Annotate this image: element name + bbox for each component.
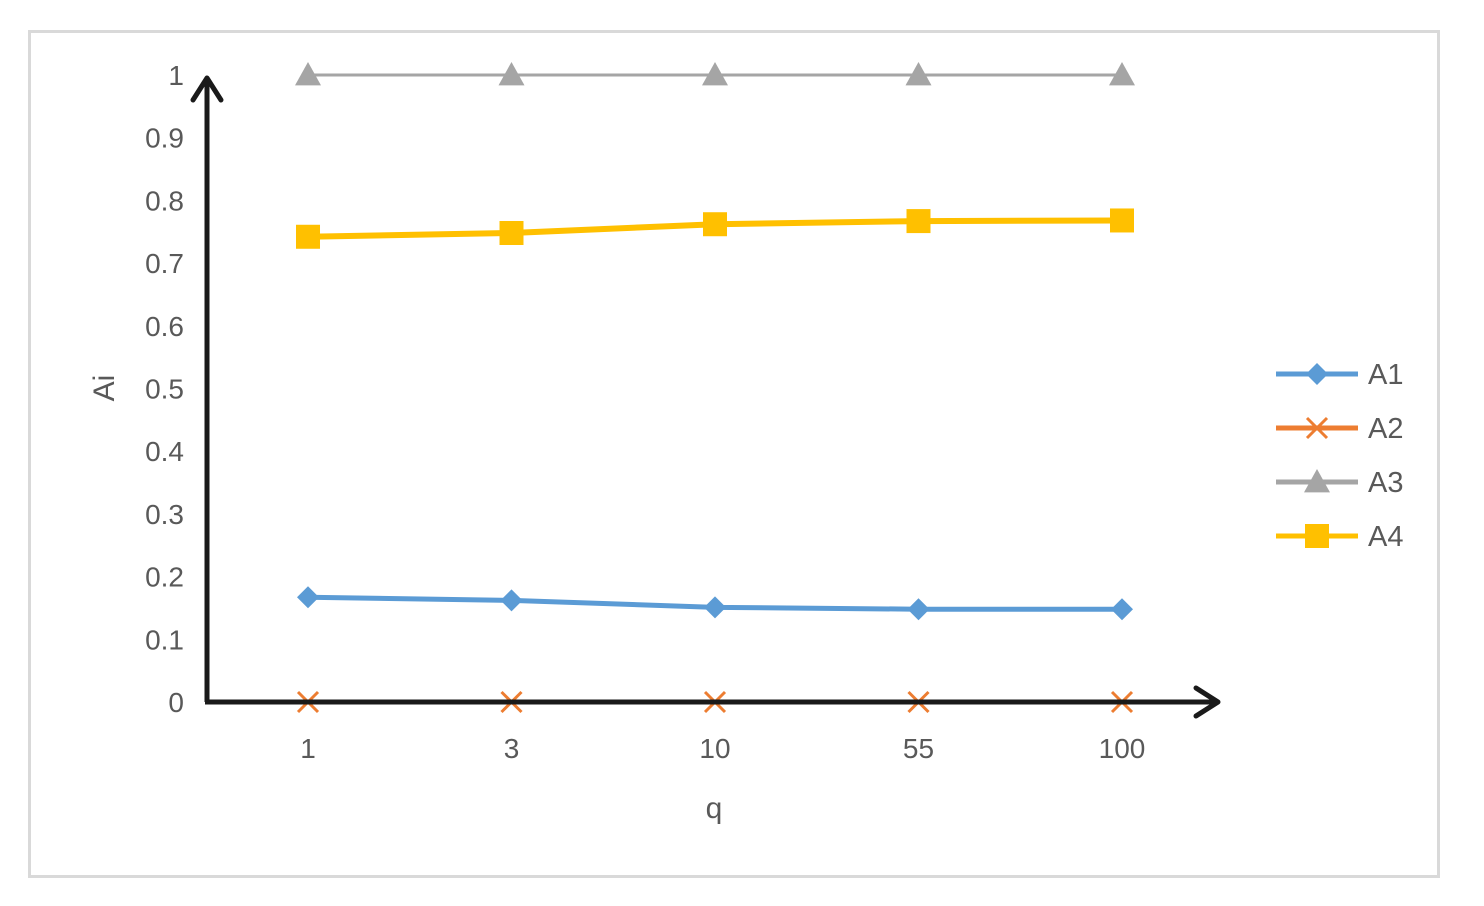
y-tick-label-0.6: 0.6 <box>145 311 184 342</box>
legend-marker-a1 <box>1306 363 1328 385</box>
point-a4-100 <box>1110 208 1134 233</box>
point-a1-1 <box>297 586 319 609</box>
legend-marker-a2 <box>1305 416 1329 440</box>
point-a1-100 <box>1111 598 1133 621</box>
y-axis-title: Ai <box>88 375 121 402</box>
series-layer <box>295 62 1135 714</box>
x-tick-label-10: 10 <box>699 733 730 764</box>
point-a3-1 <box>295 62 321 86</box>
point-a4-10 <box>703 212 727 237</box>
legend-marker-a4 <box>1305 524 1329 548</box>
point-a4-1 <box>296 224 320 249</box>
y-tick-label-0.1: 0.1 <box>145 624 184 655</box>
point-a1-55 <box>907 598 930 621</box>
legend-item-a1: A1 <box>1276 359 1403 391</box>
legend-label-a4: A4 <box>1368 521 1403 553</box>
point-a3-10 <box>702 62 728 86</box>
x-tick-label-1: 1 <box>300 733 316 764</box>
point-a3-100 <box>1109 62 1135 86</box>
point-a3-3 <box>498 62 525 86</box>
x-tick-label-100: 100 <box>1099 733 1146 764</box>
series-a1 <box>297 586 1133 621</box>
point-a4-55 <box>906 209 931 234</box>
legend-label-a2: A2 <box>1368 413 1403 445</box>
x-axis-title: q <box>706 792 723 825</box>
point-a1-3 <box>500 589 523 612</box>
axes-layer <box>190 75 1221 719</box>
legend-marker-a2-stroke-b <box>1305 416 1329 440</box>
chart-frame <box>28 30 1440 878</box>
y-tick-label-0.2: 0.2 <box>145 562 184 593</box>
y-tick-label-0: 0 <box>168 687 184 718</box>
y-axis-arrowhead <box>190 75 224 103</box>
y-tick-label-1: 1 <box>168 60 184 91</box>
labels-layer: 0 0.1 0.2 0.3 0.4 0.5 0.6 0.7 0.8 0.9 1 1 3 10 55 100 q A… <box>88 60 1145 825</box>
y-tick-label-0.9: 0.9 <box>145 123 184 154</box>
legend: A1 A2 A3 A4 <box>1276 359 1403 553</box>
y-tick-label-0.8: 0.8 <box>145 185 184 216</box>
legend-item-a2: A2 <box>1276 413 1403 445</box>
point-a3-55 <box>905 62 932 86</box>
legend-item-a4: A4 <box>1276 521 1403 553</box>
legend-label-a3: A3 <box>1368 467 1403 499</box>
legend-label-a1: A1 <box>1368 359 1403 391</box>
x-tick-label-3: 3 <box>504 733 520 764</box>
legend-item-a3: A3 <box>1276 467 1403 499</box>
y-tick-label-0.3: 0.3 <box>145 499 184 530</box>
point-a4-3 <box>499 221 524 246</box>
x-axis-arrowhead <box>1193 685 1221 719</box>
x-tick-label-55: 55 <box>903 733 934 764</box>
y-tick-label-0.7: 0.7 <box>145 248 184 279</box>
y-tick-label-0.5: 0.5 <box>145 374 184 405</box>
legend-marker-a3 <box>1304 469 1330 493</box>
series-a3 <box>295 62 1135 86</box>
point-a1-10 <box>704 596 726 619</box>
y-tick-label-0.4: 0.4 <box>145 436 184 467</box>
series-a4 <box>296 208 1134 249</box>
